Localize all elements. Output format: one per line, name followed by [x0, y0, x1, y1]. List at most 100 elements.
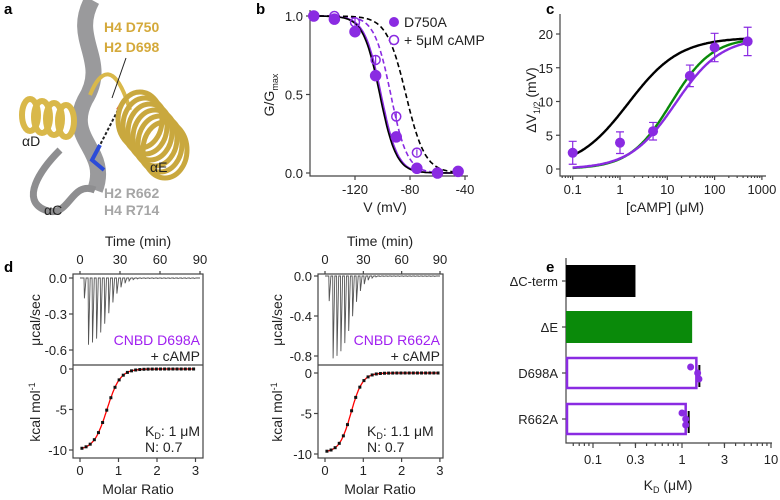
b-data-point — [411, 162, 423, 175]
itc-raw-thermogram — [325, 275, 440, 359]
panel-e-plot: 0.1 0.3 1 3 10 ΔC-term ΔE D698A R662A — [510, 258, 778, 467]
c-data-point — [742, 36, 753, 47]
legend-camp: + 5μM cAMP — [404, 32, 485, 48]
itc-left: 0 30 60 90 0.0 -0.3 -0.6 0 -5 -10 0 1 2 3 — [45, 252, 208, 478]
alpha-e-coil — [135, 113, 185, 175]
c-ylabel: ΔV1/2 (mV) — [523, 67, 542, 132]
e-xtick-label: 1 — [678, 452, 685, 467]
itc-xtick-label: 3 — [436, 463, 443, 478]
panel-c-plot: 0.1 1 10 100 1000 0 5 10 15 20 — [539, 14, 776, 197]
b-data-point — [329, 10, 340, 22]
itc-data-point — [420, 371, 424, 375]
itc-data-point — [391, 371, 395, 375]
b-data-point — [308, 10, 319, 22]
itc-raw-thermogram — [80, 277, 200, 345]
itc-data-point — [163, 367, 167, 371]
itc-data-point — [395, 371, 399, 375]
itc-data-point — [88, 442, 92, 446]
legend-marker-filled — [389, 17, 399, 27]
itc-right-ligand: + cAMP — [391, 348, 440, 364]
c-fit-curve — [572, 41, 748, 169]
c-data-point — [615, 137, 625, 148]
protein-structure — [19, 0, 190, 216]
b-ytick-label: 0.5 — [285, 88, 303, 103]
itc-xtick-label: 1 — [115, 463, 122, 478]
itc-time-tick-label: 30 — [113, 252, 127, 267]
label-alpha-c: αC — [44, 202, 62, 218]
panel-b-plot: -120 -80 -40 0.0 0.5 1.0 — [285, 9, 474, 197]
e-bar — [565, 402, 687, 436]
itc-time-tick-label: 0 — [76, 252, 83, 267]
itc-left-sample: CNBD D698A — [114, 332, 201, 348]
itc-data-point — [121, 373, 125, 377]
itc-data-point — [109, 396, 113, 400]
itc-data-point — [183, 367, 187, 371]
itc-xtick-label: 3 — [192, 463, 199, 478]
itc-time-tick-label: 60 — [153, 252, 167, 267]
itc-data-point — [96, 431, 100, 435]
b-data-point — [432, 167, 443, 179]
itc-frame — [72, 273, 204, 459]
e-category-label: R662A — [518, 412, 558, 427]
itc-upper-ytick-label: -0.4 — [290, 309, 312, 324]
itc-data-point — [362, 379, 366, 383]
e-category-label: D698A — [518, 366, 558, 381]
itc-left-upper-ylabel: μcal/sec — [27, 294, 43, 346]
itc-xtick-label: 0 — [321, 463, 328, 478]
legend-d750a: D750A — [404, 14, 447, 30]
c-xtick-label: 10 — [660, 182, 674, 197]
c-ytick-label: 10 — [539, 95, 553, 110]
itc-data-point — [130, 369, 134, 373]
b-axes — [309, 10, 468, 177]
itc-data-point — [175, 367, 179, 371]
itc-left-kd: KD: 1 μM — [145, 423, 200, 441]
panel-label-c: c — [546, 1, 554, 18]
itc-time-tick-label: 90 — [193, 252, 207, 267]
itc-data-point — [167, 367, 171, 371]
itc-data-point — [366, 375, 370, 379]
panel-label-e: e — [546, 259, 554, 276]
itc-data-point — [113, 385, 117, 389]
itc-data-point — [154, 367, 158, 371]
c-fit-curve — [572, 39, 747, 170]
itc-data-point — [383, 371, 387, 375]
alpha-d-coil — [55, 102, 77, 140]
itc-data-point — [424, 371, 428, 375]
itc-lower-ytick-label: -5 — [300, 407, 312, 422]
b-data-point — [390, 131, 402, 143]
e-data-point — [687, 363, 695, 371]
itc-data-point — [187, 367, 191, 371]
c-ytick-label: 0 — [546, 162, 553, 177]
gray-loop — [29, 147, 97, 216]
b-data-point — [452, 166, 464, 177]
itc-data-point — [370, 373, 374, 377]
itc-upper-ytick-label: -0.8 — [290, 349, 312, 364]
itc-time-tick-label: 90 — [433, 252, 447, 267]
itc-lower-ytick-label: -5 — [55, 403, 67, 418]
e-data-point — [682, 421, 690, 429]
itc-upper-ytick-label: 0.0 — [49, 271, 67, 286]
alpha-d-coil — [19, 96, 41, 134]
c-xlabel: [cAMP] (μM) — [626, 199, 704, 215]
itc-lower-ytick-label: -10 — [293, 447, 312, 462]
c-fit-curve — [572, 37, 747, 157]
pointer-arrow — [111, 57, 127, 99]
itc-data-point — [354, 395, 358, 399]
e-data-point — [678, 409, 686, 417]
itc-data-point — [92, 438, 96, 442]
itc-data-point — [436, 371, 440, 375]
itc-lower-ytick-label: -10 — [48, 443, 67, 458]
e-bar — [566, 311, 693, 343]
b-data-point — [349, 17, 361, 28]
itc-right-time-label: Time (min) — [347, 233, 413, 249]
itc-data-point — [84, 445, 88, 449]
itc-data-point — [179, 367, 183, 371]
label-h4-d750: H4 D750 — [104, 19, 159, 35]
itc-data-point — [407, 371, 411, 375]
e-bar — [565, 356, 698, 390]
alpha-e-coil — [125, 101, 175, 163]
c-ytick-label: 15 — [539, 61, 553, 76]
arginine-sidechain — [89, 144, 106, 172]
itc-data-point — [403, 371, 407, 375]
itc-lower-ytick-label: 0 — [305, 366, 312, 381]
